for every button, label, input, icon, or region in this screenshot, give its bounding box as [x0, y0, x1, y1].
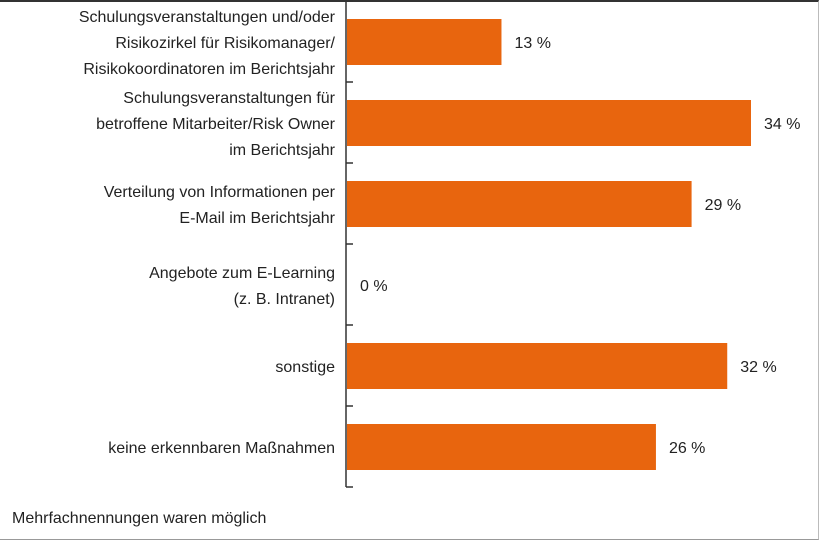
data-label: 29 %: [705, 197, 741, 214]
data-label: 0 %: [360, 278, 388, 295]
category-label: Schulungsveranstaltungen und/oder Risiko…: [78, 8, 335, 78]
bar: [347, 343, 728, 389]
data-label: 34 %: [764, 116, 800, 133]
bar: [347, 424, 656, 470]
footnote: Mehrfachnennungen waren möglich: [12, 510, 267, 527]
data-label: 13 %: [514, 35, 550, 52]
category-label: Verteilung von Informationen per E-Mail …: [103, 183, 335, 227]
category-label: Schulungsveranstaltungen für betroffene …: [96, 89, 335, 159]
category-label: keine erkennbaren Maßnahmen: [108, 439, 335, 457]
category-label: sonstige: [275, 358, 335, 376]
bar: [347, 181, 692, 227]
data-label: 32 %: [740, 359, 776, 376]
bar: [347, 100, 751, 146]
category-label: Angebote zum E-Learning (z. B. Intranet): [149, 264, 335, 308]
data-label: 26 %: [669, 440, 705, 457]
bar: [347, 19, 502, 65]
